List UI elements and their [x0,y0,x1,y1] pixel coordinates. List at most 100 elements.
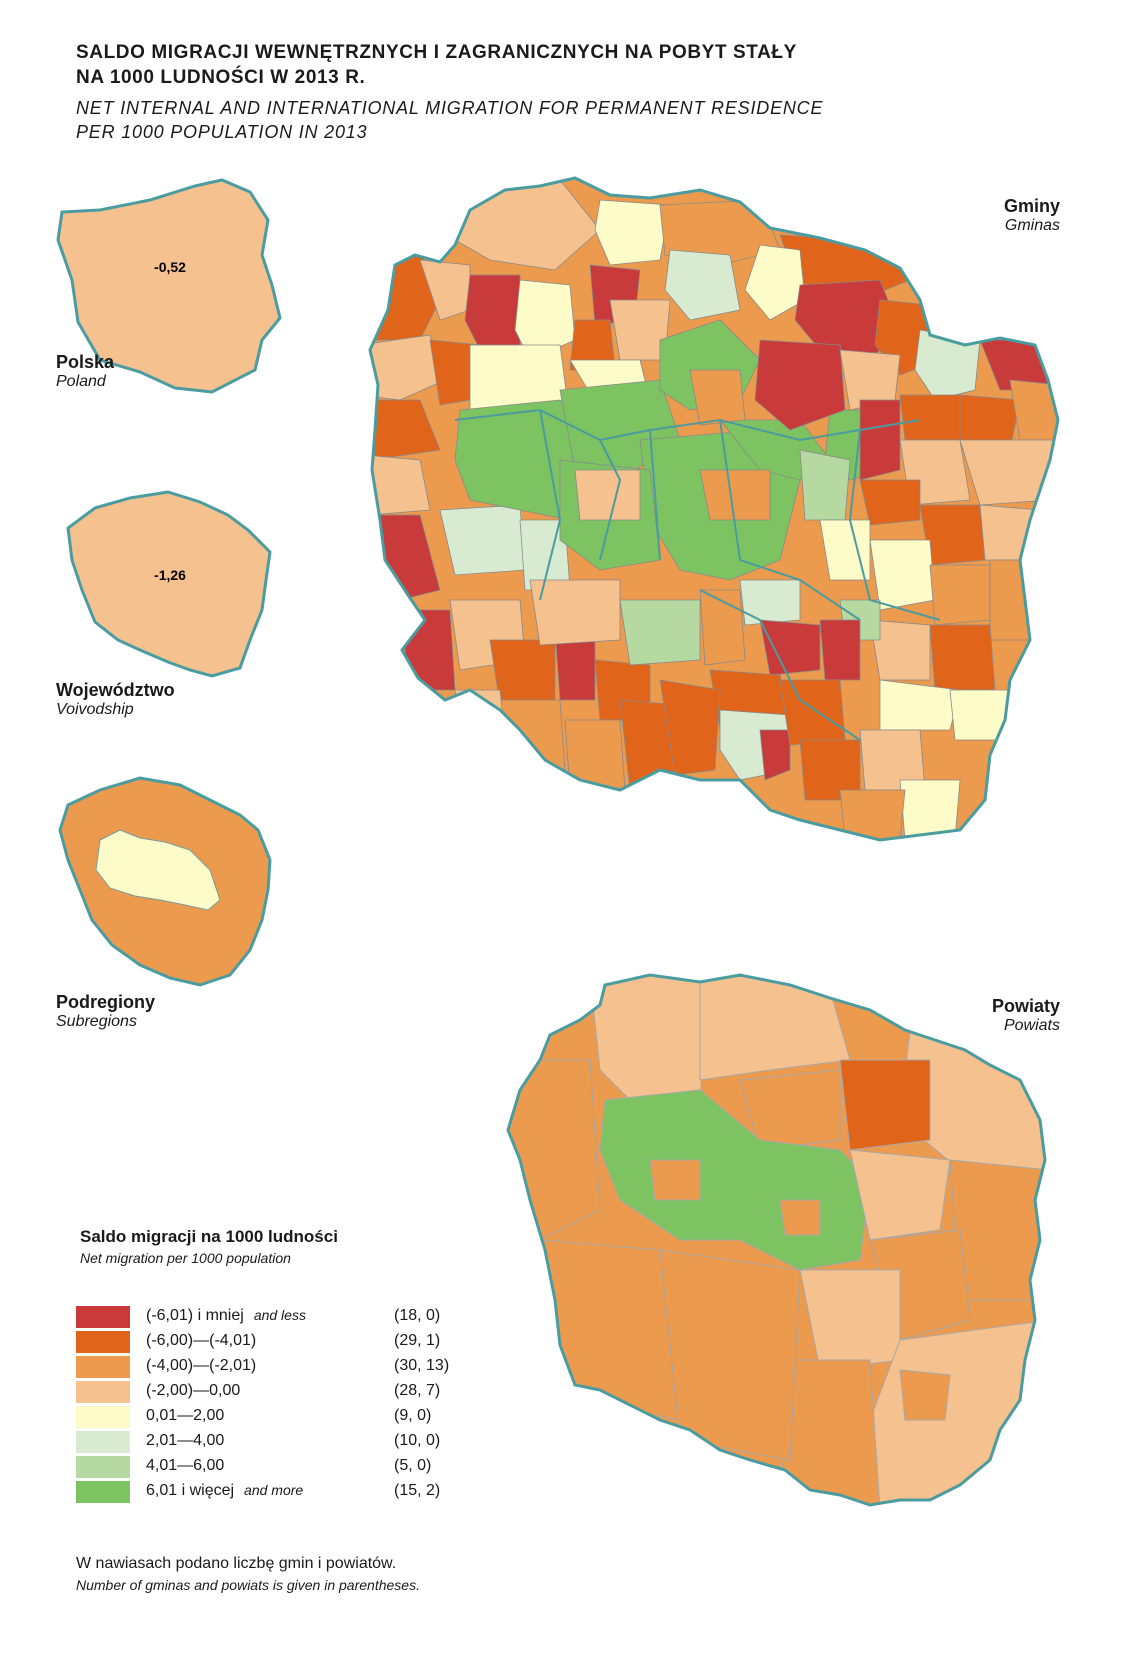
gmina-region [370,334,446,401]
powiats-label: Powiaty Powiats [900,996,1060,1035]
gmina-region [929,564,991,626]
gmina-region [574,469,641,521]
voivodship-label-en: Voivodship [56,701,134,718]
legend-item: (-6,01) i mniej and less (18, 0) [76,1305,476,1330]
map-title-pl: SALDO MIGRACJI WEWNĘTRZNYCH I ZAGRANICZN… [76,40,976,90]
gmina-region [370,399,441,461]
gmina-region [839,789,906,840]
legend-label: (-4,00)—(-2,01) [146,1357,257,1374]
voivodship-label: Województwo Voivodship [56,680,175,719]
title-pl-line1: SALDO MIGRACJI WEWNĘTRZNYCH I ZAGRANICZN… [76,42,797,63]
title-en-line2: PER 1000 POPULATION IN 2013 [76,122,368,142]
poland-inset: -0,52 [56,178,282,394]
legend-item: 6,01 i więcej and more (15, 2) [76,1480,476,1505]
legend-title-en: Net migration per 1000 population [80,1250,291,1266]
legend-item: 0,01—2,00 (9, 0) [76,1405,476,1430]
gmina-region [759,619,821,676]
legend-item: (-2,00)—0,00 (28, 7) [76,1380,476,1405]
gmina-region [499,699,566,771]
powiat-region [839,1059,931,1151]
powiat-region [849,1149,951,1241]
powiat-region [739,1069,841,1151]
legend-swatch [76,1381,130,1403]
gmina-region [899,394,961,441]
legend-count: (10, 0) [394,1432,441,1449]
powiat-region [649,1159,701,1201]
legend: (-6,01) i mniej and less (18, 0) (-6,00)—(… [76,1305,476,1505]
gmina-region [594,199,671,266]
legend-swatch [76,1306,130,1328]
poland-label: Polska Poland [56,352,114,391]
legend-swatch [76,1481,130,1503]
legend-item: 2,01—4,00 (10, 0) [76,1430,476,1455]
legend-count: (30, 13) [394,1357,450,1374]
gmina-region [859,399,901,481]
legend-count: (28, 7) [394,1382,441,1399]
gmina-region [689,369,746,426]
gmina-region [370,454,431,516]
legend-label-en: and more [244,1482,304,1498]
gminas-powiat-borders [454,408,941,741]
gminas-outline [368,176,1060,842]
legend-label: 6,01 i więcej [146,1482,235,1499]
gmina-region [564,719,626,791]
gmina-region [819,619,861,681]
legend-item: (-6,00)—(-4,01) (29, 1) [76,1330,476,1355]
map-title-en: NET INTERNAL AND INTERNATIONAL MIGRATION… [76,96,976,144]
gmina-region [439,504,526,576]
legend-label: 4,01—6,00 [146,1457,225,1474]
gmina-region [899,779,961,840]
poland-label-pl: Polska [56,352,115,372]
gmina-region [739,579,801,626]
gmina-region [699,589,746,666]
gmina-region [1009,379,1058,441]
gminas-label-en: Gminas [1004,217,1060,234]
gmina-region [929,624,996,691]
legend-label: 2,01—4,00 [146,1432,225,1449]
gmina-region [619,599,701,666]
legend-label: (-6,01) i mniej [146,1307,244,1324]
powiat-region [659,1249,801,1461]
legend-label: (-2,00)—0,00 [146,1382,241,1399]
voivodship-inset: -1,26 [66,490,272,678]
gmina-region [399,609,456,691]
gmina-region [799,449,851,521]
legend-label: (-6,00)—(-4,01) [146,1332,257,1349]
note-pl: W nawiasach podano liczbę gmin i powiató… [76,1555,397,1572]
gmina-region [879,679,961,731]
powiats-label-en: Powiats [1003,1017,1060,1034]
gmina-region [759,729,791,781]
legend-swatch [76,1406,130,1428]
legend-count: (29, 1) [394,1332,441,1349]
legend-swatch [76,1456,130,1478]
gmina-region [699,469,771,521]
subregion-central [95,829,221,911]
voivodship-value: -1,26 [154,567,186,583]
legend-item: 4,01—6,00 (5, 0) [76,1455,476,1480]
gmina-region [754,339,846,431]
poland-shape [56,178,282,394]
gmina-region [819,519,871,581]
gmina-region [529,579,621,646]
legend-swatch [76,1356,130,1378]
title-en-line1: NET INTERNAL AND INTERNATIONAL MIGRATION… [76,98,824,118]
gminas-label-pl: Gminy [1003,196,1060,216]
voivodship-label-pl: Województwo [56,680,175,700]
gmina-region [859,479,921,526]
subregions-label-en: Subregions [56,1013,137,1030]
legend-swatch [76,1331,130,1353]
legend-count: (9, 0) [394,1407,432,1424]
gmina-region [659,679,721,776]
voivodship-shape [66,490,272,678]
gminas-map [368,176,1060,842]
legend-count: (15, 2) [394,1482,441,1499]
powiats-label-pl: Powiaty [991,996,1060,1016]
title-pl-line2: NA 1000 LUDNOŚCI W 2013 R. [76,67,366,88]
subregions-label: Podregiony Subregions [56,992,155,1031]
poland-label-en: Poland [56,373,106,390]
gminas-label: Gminy Gminas [900,196,1060,235]
gmina-region [869,619,931,681]
gmina-region [664,249,741,321]
subregions-inset [58,776,272,987]
